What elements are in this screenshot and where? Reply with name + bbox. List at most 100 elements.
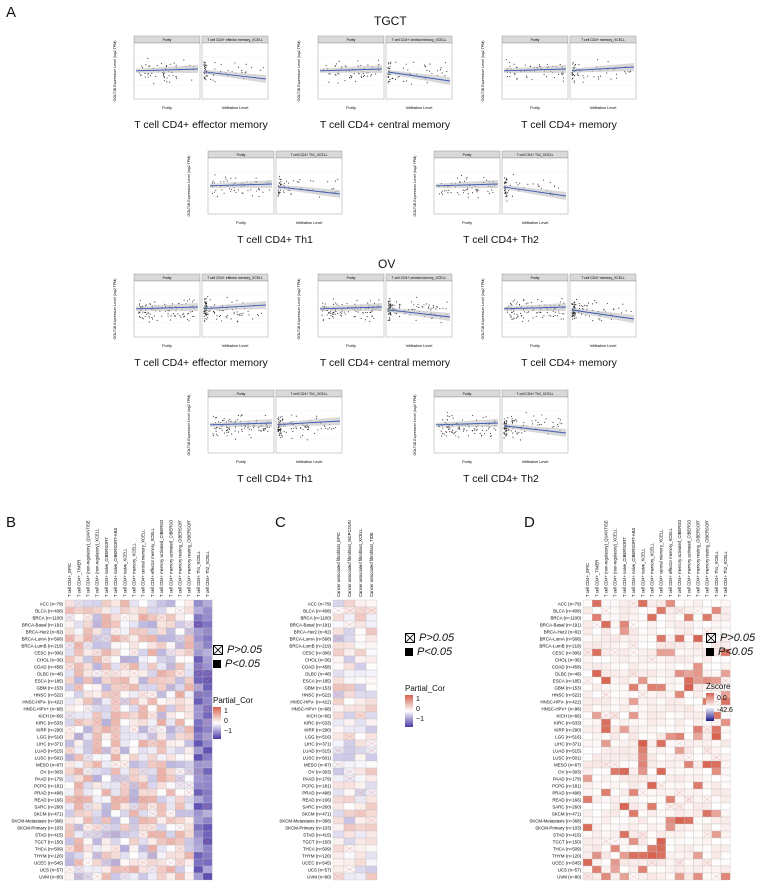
scatter-point xyxy=(344,65,346,67)
heatmap-row-label: BRCA (n=1100) xyxy=(550,616,581,621)
scatter-point xyxy=(446,427,448,429)
scatter-point xyxy=(151,316,153,319)
heatmap-cell xyxy=(674,823,685,832)
heatmap-cell xyxy=(332,753,345,762)
heatmap-cell xyxy=(74,634,84,643)
scatter-point xyxy=(241,430,243,432)
scatter-point xyxy=(142,318,144,320)
heatmap-cell xyxy=(129,690,139,699)
heatmap-cell xyxy=(166,704,176,713)
heatmap-cell xyxy=(138,802,148,811)
scatter-point xyxy=(467,189,469,191)
scatter-point xyxy=(206,303,208,305)
scatter-point xyxy=(461,419,463,421)
scatter-point xyxy=(314,433,316,435)
heatmap-cell xyxy=(193,837,204,846)
heatmap-cell xyxy=(138,725,148,734)
scatter-point xyxy=(505,177,507,179)
scatter-point xyxy=(541,414,543,416)
heatmap-cell xyxy=(656,753,666,762)
scatter-point xyxy=(505,428,507,430)
scatter-point xyxy=(538,185,540,188)
scatter-point xyxy=(486,179,488,181)
heatmap-cell xyxy=(674,620,685,629)
scatter-point xyxy=(243,427,245,429)
heatmap-cell xyxy=(720,620,731,629)
scatter-point xyxy=(205,297,207,299)
heatmap-cell xyxy=(628,802,639,811)
heatmap-cell xyxy=(74,837,84,846)
colorbar-d xyxy=(706,693,714,721)
heatmap-cell xyxy=(693,844,703,853)
scatter-point xyxy=(260,312,262,314)
scatter-point xyxy=(225,178,227,180)
scatter-point xyxy=(511,421,514,423)
heatmap-row-label: LUSC (n=501) xyxy=(35,756,64,761)
heatmap-cell xyxy=(193,606,204,615)
heatmap-cell xyxy=(711,606,722,615)
heatmap-cell xyxy=(693,788,703,797)
scatter-point xyxy=(333,303,335,305)
heatmap-cell xyxy=(74,809,84,818)
heatmap-cell xyxy=(64,767,75,776)
heatmap-cell xyxy=(175,599,185,608)
heatmap-col-label: T cell CD4+ Th1_XCELL xyxy=(196,551,201,597)
heatmap-cell xyxy=(202,634,213,643)
heatmap-cell xyxy=(601,753,611,762)
scatter-point xyxy=(260,430,262,432)
heatmap-col-label: T cell CD4+ naive_CIBERSORT xyxy=(104,537,109,597)
heatmap-cell xyxy=(693,753,703,762)
heatmap-cell xyxy=(647,620,657,629)
heatmap-row-label: BRCA-Basal (n=191) xyxy=(290,623,332,628)
scatter-point xyxy=(559,419,561,421)
facet-label: Purity xyxy=(347,38,356,42)
scatter-point xyxy=(417,303,419,305)
heatmap-c: ACC (n=79)BLCA (n=408)BRCA (n=1100)BRCA-… xyxy=(279,520,378,881)
scatter-point xyxy=(458,427,460,429)
scatter-point xyxy=(316,415,318,417)
scatter-point xyxy=(341,310,343,312)
heatmap-cell xyxy=(684,788,694,797)
heatmap-cell xyxy=(74,788,84,797)
heatmap-cell xyxy=(601,746,611,755)
scatter-point xyxy=(281,436,283,438)
heatmap-cell xyxy=(175,795,185,804)
scatter-point xyxy=(147,76,149,78)
heatmap-cell xyxy=(601,718,611,727)
scatter-point xyxy=(553,426,555,428)
heatmap-cell xyxy=(120,669,130,678)
heatmap-cell xyxy=(665,732,676,741)
heatmap-cell xyxy=(684,627,694,636)
scatter-point xyxy=(247,310,249,312)
heatmap-cell xyxy=(202,788,213,797)
heatmap-cell xyxy=(610,739,620,748)
heatmap-cell xyxy=(674,669,685,678)
scatter-point xyxy=(184,315,186,317)
scatter-point xyxy=(312,180,314,182)
heatmap-cell xyxy=(332,655,345,664)
heatmap-row-label: BRCA-LumB (n=219) xyxy=(289,644,331,649)
heatmap-cell xyxy=(156,774,167,783)
scatter-point xyxy=(399,307,401,309)
heatmap-cell xyxy=(365,774,378,783)
heatmap-cell xyxy=(83,697,93,706)
scatter-point xyxy=(511,304,513,306)
scatter-point xyxy=(525,412,527,414)
heatmap-cell xyxy=(166,872,176,881)
heatmap-row-label: KIRC (n=533) xyxy=(36,721,64,726)
heatmap-cell xyxy=(147,634,158,643)
scatter-point xyxy=(466,430,468,432)
heatmap-cell xyxy=(354,606,367,615)
heatmap-cell xyxy=(343,690,356,699)
heatmap-cell xyxy=(702,865,712,874)
heatmap-cell xyxy=(601,704,611,713)
heatmap-cell xyxy=(184,830,194,839)
scatter-point xyxy=(207,296,209,298)
scatter-point xyxy=(405,80,407,82)
heatmap-cell xyxy=(619,844,630,853)
scatter-point xyxy=(474,429,476,431)
heatmap-cell xyxy=(619,760,630,769)
heatmap-cell xyxy=(693,816,703,825)
heatmap-cell xyxy=(343,613,356,622)
heatmap-cell xyxy=(647,788,657,797)
